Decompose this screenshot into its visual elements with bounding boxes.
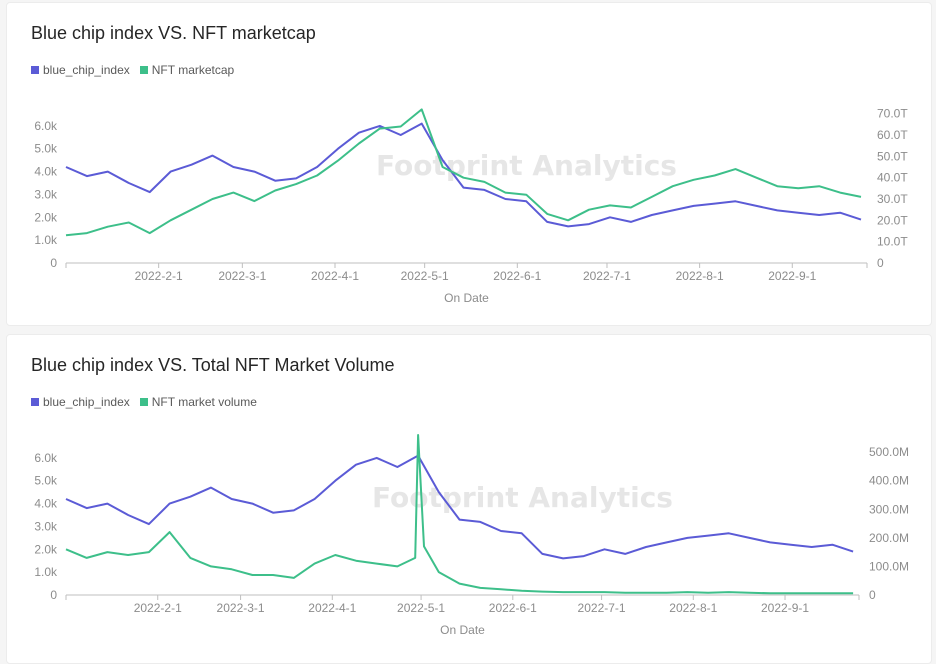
legend-swatch-blue xyxy=(31,398,39,406)
x-tick-label: 2022-2-1 xyxy=(134,601,182,615)
y-left-tick-label: 5.0k xyxy=(34,142,58,156)
y-left-tick-label: 2.0k xyxy=(34,210,58,224)
y-right-tick-label: 200.0M xyxy=(869,531,909,545)
y-left-tick-label: 0 xyxy=(50,256,57,270)
y-right-tick-label: 10.0T xyxy=(877,235,908,249)
series-line-nft-market-volume xyxy=(65,434,854,595)
legend-item-nft-marketcap[interactable]: NFT marketcap xyxy=(139,63,235,77)
x-tick-label: 2022-6-1 xyxy=(493,269,541,283)
y-left-tick-label: 3.0k xyxy=(34,519,58,533)
x-tick-label: 2022-7-1 xyxy=(583,269,631,283)
y-left-tick-label: 4.0k xyxy=(34,497,58,511)
series-line-blue-chip-index xyxy=(65,122,862,228)
x-tick-label: 2022-4-1 xyxy=(311,269,359,283)
x-tick-label: 2022-5-1 xyxy=(397,601,445,615)
x-tick-label: 2022-5-1 xyxy=(401,269,449,283)
y-right-tick-label: 30.0T xyxy=(877,192,908,206)
chart-plot-marketcap: Footprint Analytics 2022-2-1 2022-3-1 2022-… xyxy=(34,107,908,305)
legend-label: NFT market volume xyxy=(151,395,257,409)
legend-label: blue_chip_index xyxy=(43,63,130,77)
legend-swatch-green xyxy=(139,398,148,406)
y-right-tick-label: 500.0M xyxy=(869,445,909,459)
x-axis-title: On Date xyxy=(440,623,485,637)
y-right-tick-label: 0 xyxy=(869,588,876,602)
x-tick-label: 2022-7-1 xyxy=(578,601,626,615)
chart-legend: blue_chip_index NFT market volume xyxy=(31,395,257,409)
y-left-tick-label: 2.0k xyxy=(34,542,58,556)
chart-card-marketcap: Blue chip index VS. NFT marketcap blue_c… xyxy=(6,2,932,326)
legend-swatch-blue xyxy=(31,66,39,74)
y-left-tick-label: 1.0k xyxy=(34,233,58,247)
x-tick-label: 2022-3-1 xyxy=(217,601,265,615)
legend-item-blue-chip-index[interactable]: blue_chip_index xyxy=(31,395,130,409)
x-tick-label: 2022-3-1 xyxy=(218,269,266,283)
legend-swatch-green xyxy=(139,66,148,74)
y-left-tick-label: 6.0k xyxy=(34,119,58,133)
watermark-text: Footprint Analytics xyxy=(376,149,677,182)
y-left-tick-label: 0 xyxy=(50,588,57,602)
legend-item-blue-chip-index[interactable]: blue_chip_index xyxy=(31,63,130,77)
legend-item-nft-market-volume[interactable]: NFT market volume xyxy=(139,395,257,409)
x-tick-label: 2022-4-1 xyxy=(308,601,356,615)
series-line-nft-marketcap xyxy=(65,108,862,237)
y-left-tick-label: 4.0k xyxy=(34,165,58,179)
y-right-tick-label: 100.0M xyxy=(869,559,909,573)
chart-legend: blue_chip_index NFT marketcap xyxy=(31,63,234,77)
y-right-tick-label: 40.0T xyxy=(877,171,908,185)
y-right-tick-label: 300.0M xyxy=(869,502,909,516)
y-right-tick-label: 0 xyxy=(877,256,884,270)
chart-title: Blue chip index VS. Total NFT Market Vol… xyxy=(31,355,395,375)
x-tick-label: 2022-9-1 xyxy=(768,269,816,283)
y-right-tick-label: 60.0T xyxy=(877,128,908,142)
legend-label: blue_chip_index xyxy=(43,395,130,409)
x-tick-label: 2022-2-1 xyxy=(135,269,183,283)
y-left-tick-label: 6.0k xyxy=(34,451,58,465)
y-right-tick-label: 20.0T xyxy=(877,213,908,227)
x-axis-title: On Date xyxy=(444,291,489,305)
y-right-tick-label: 400.0M xyxy=(869,474,909,488)
y-left-tick-label: 3.0k xyxy=(34,187,58,201)
x-tick-label: 2022-9-1 xyxy=(761,601,809,615)
series-line-blue-chip-index xyxy=(65,454,854,560)
x-tick-label: 2022-6-1 xyxy=(489,601,537,615)
x-tick-label: 2022-8-1 xyxy=(669,601,717,615)
y-left-tick-label: 1.0k xyxy=(34,565,58,579)
y-left-tick-label: 5.0k xyxy=(34,474,58,488)
y-right-tick-label: 50.0T xyxy=(877,149,908,163)
legend-label: NFT marketcap xyxy=(151,63,235,77)
y-right-tick-label: 70.0T xyxy=(877,107,908,121)
x-tick-label: 2022-8-1 xyxy=(676,269,724,283)
chart-title: Blue chip index VS. NFT marketcap xyxy=(31,23,316,43)
chart-card-volume: Blue chip index VS. Total NFT Market Vol… xyxy=(6,334,932,664)
